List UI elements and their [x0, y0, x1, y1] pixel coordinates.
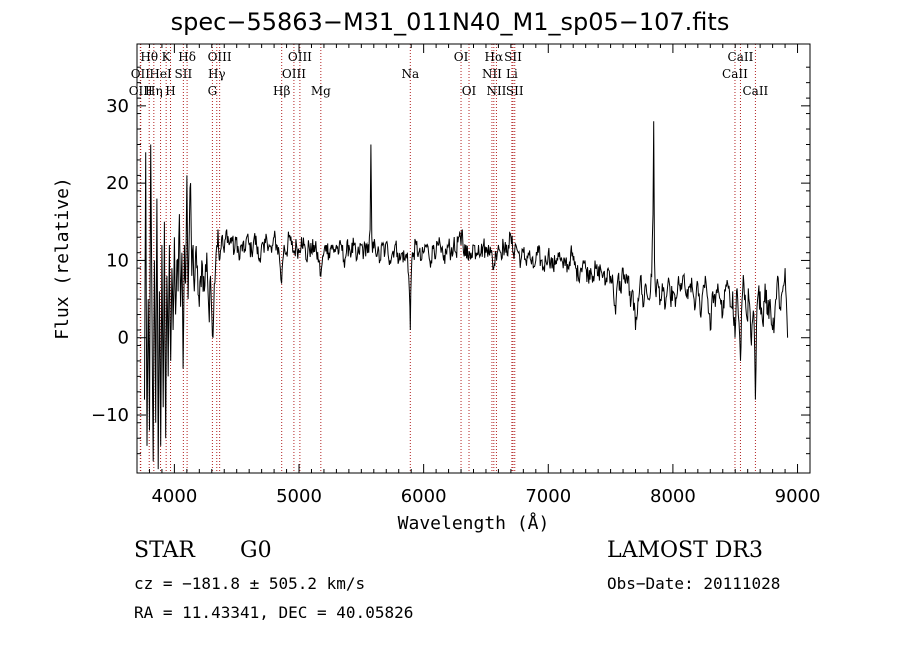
line-marker-label-10: Hγ	[208, 67, 226, 81]
line-marker-labels: Hθ OII OIII K HeI Hη H Hδ SII OIII Hγ G Hβ OIII OIII Mg…	[129, 50, 769, 98]
y-tick-label-4: 30	[106, 96, 129, 117]
line-markers	[139, 44, 756, 473]
x-tick-label-3: 7000	[525, 486, 571, 507]
line-marker-label-25: CaII	[728, 50, 754, 64]
x-tick-label-4: 8000	[650, 486, 696, 507]
line-marker-label-18: OI	[462, 84, 477, 98]
line-marker-label-27: CaII	[742, 84, 768, 98]
chart-title: spec−55863−M31_011N40_M1_sp05−107.fits	[170, 8, 730, 36]
x-tick-label-5: 9000	[775, 486, 821, 507]
line-marker-label-9: OIII	[208, 50, 232, 64]
y-tick-label-3: 20	[106, 173, 129, 194]
spectrum-line	[144, 121, 789, 470]
line-marker-label-6: H	[165, 84, 175, 98]
line-marker-label-7: Hδ	[178, 50, 196, 64]
x-tick-label-2: 6000	[401, 486, 447, 507]
observation-date: Obs−Date: 20111028	[607, 574, 781, 593]
line-marker-label-16: Na	[401, 67, 419, 81]
axis-ticks: 4000 5000 6000 7000 8000 9000 −10 0 10 20 30	[91, 44, 820, 507]
line-marker-label-2: OIII	[129, 84, 153, 98]
line-marker-label-5: Hη	[145, 84, 163, 98]
survey-name: LAMOST DR3	[607, 538, 763, 563]
line-marker-label-24: SII	[506, 84, 524, 98]
line-marker-label-20: NII	[482, 67, 502, 81]
x-axis-label: Wavelength (Å)	[398, 512, 550, 534]
line-marker-label-17: OI	[454, 50, 469, 64]
line-marker-label-13: OIII	[288, 50, 312, 64]
line-marker-label-1: OII	[131, 67, 151, 81]
line-marker-label-4: HeI	[149, 67, 172, 81]
y-tick-label-0: −10	[91, 405, 129, 426]
line-marker-label-8: SII	[175, 67, 193, 81]
line-marker-label-0: Hθ	[140, 50, 158, 64]
y-tick-label-2: 10	[106, 250, 129, 271]
object-class: STAR	[134, 538, 195, 563]
object-subclass: G0	[240, 538, 272, 563]
line-marker-label-26: CaII	[722, 67, 748, 81]
x-tick-label-1: 5000	[276, 486, 322, 507]
coordinates-info: RA = 11.43341, DEC = 40.05826	[134, 603, 414, 622]
line-marker-label-3: K	[162, 50, 172, 64]
redshift-info: cz = −181.8 ± 505.2 km/s	[134, 574, 366, 593]
line-marker-label-11: G	[208, 84, 218, 98]
plot-frame	[136, 43, 811, 474]
line-marker-label-21: NII	[486, 84, 506, 98]
x-tick-label-0: 4000	[151, 486, 197, 507]
y-tick-label-1: 0	[118, 328, 129, 349]
line-marker-label-22: SII	[504, 50, 522, 64]
line-marker-label-19: Hα	[485, 50, 504, 64]
line-marker-label-12: Hβ	[273, 84, 290, 98]
y-axis-label: Flux (relative)	[52, 177, 73, 340]
line-marker-label-14: OIII	[282, 67, 306, 81]
line-marker-label-23: Li	[506, 67, 518, 81]
line-marker-label-15: Mg	[311, 84, 331, 98]
